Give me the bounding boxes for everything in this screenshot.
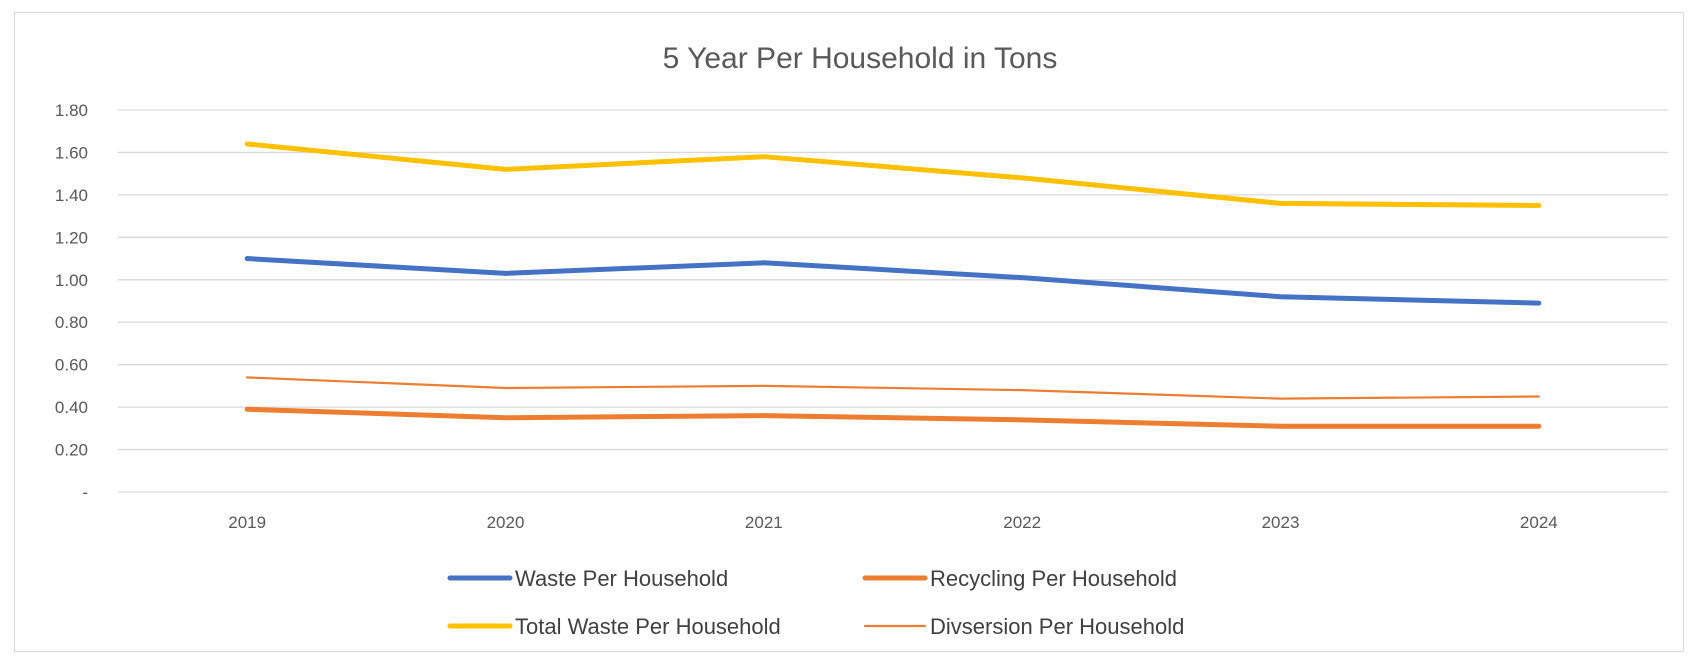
series-line-4 — [246, 376, 1540, 400]
y-axis-ticks: - 0.20 0.40 0.60 0.80 1.00 1.20 1.40 1.60 1.80 — [55, 101, 88, 502]
legend-item: Waste Per Household — [447, 566, 728, 591]
legend-label: Total Waste Per Household — [515, 614, 781, 639]
legend-item: Total Waste Per Household — [447, 614, 781, 639]
legend-item: Divsersion Per Household — [863, 614, 1184, 639]
x-tick-label: 2024 — [1520, 513, 1558, 532]
series-lines — [244, 141, 1542, 429]
y-tick-label: 1.00 — [55, 271, 88, 290]
y-tick-label: 1.80 — [55, 101, 88, 120]
x-tick-label: 2019 — [228, 513, 266, 532]
legend-label: Recycling Per Household — [930, 566, 1177, 591]
legend-label: Waste Per Household — [515, 566, 728, 591]
y-tick-label: 1.20 — [55, 228, 88, 247]
chart-frame — [14, 12, 1684, 652]
y-tick-label: 1.60 — [55, 143, 88, 162]
y-tick-label: 0.40 — [55, 398, 88, 417]
x-tick-label: 2023 — [1262, 513, 1300, 532]
x-axis-ticks: 2019 2020 2021 2022 2023 2024 — [228, 513, 1557, 532]
y-tick-label: 1.40 — [55, 186, 88, 205]
series-line-2 — [244, 406, 1542, 429]
x-tick-label: 2021 — [745, 513, 783, 532]
legend-item: Recycling Per Household — [862, 566, 1177, 591]
y-tick-label: 0.60 — [55, 356, 88, 375]
y-tick-label: - — [82, 483, 88, 502]
y-tick-label: 0.80 — [55, 313, 88, 332]
y-tick-label: 0.20 — [55, 441, 88, 460]
chart-title: 5 Year Per Household in Tons — [663, 42, 1058, 75]
legend-label: Divsersion Per Household — [930, 614, 1184, 639]
x-tick-label: 2022 — [1003, 513, 1041, 532]
series-line-1 — [244, 256, 1542, 306]
gridlines — [118, 109, 1668, 493]
x-tick-label: 2020 — [487, 513, 525, 532]
legend: Waste Per Household Recycling Per Househo… — [447, 566, 1184, 639]
series-line-3 — [244, 141, 1542, 208]
